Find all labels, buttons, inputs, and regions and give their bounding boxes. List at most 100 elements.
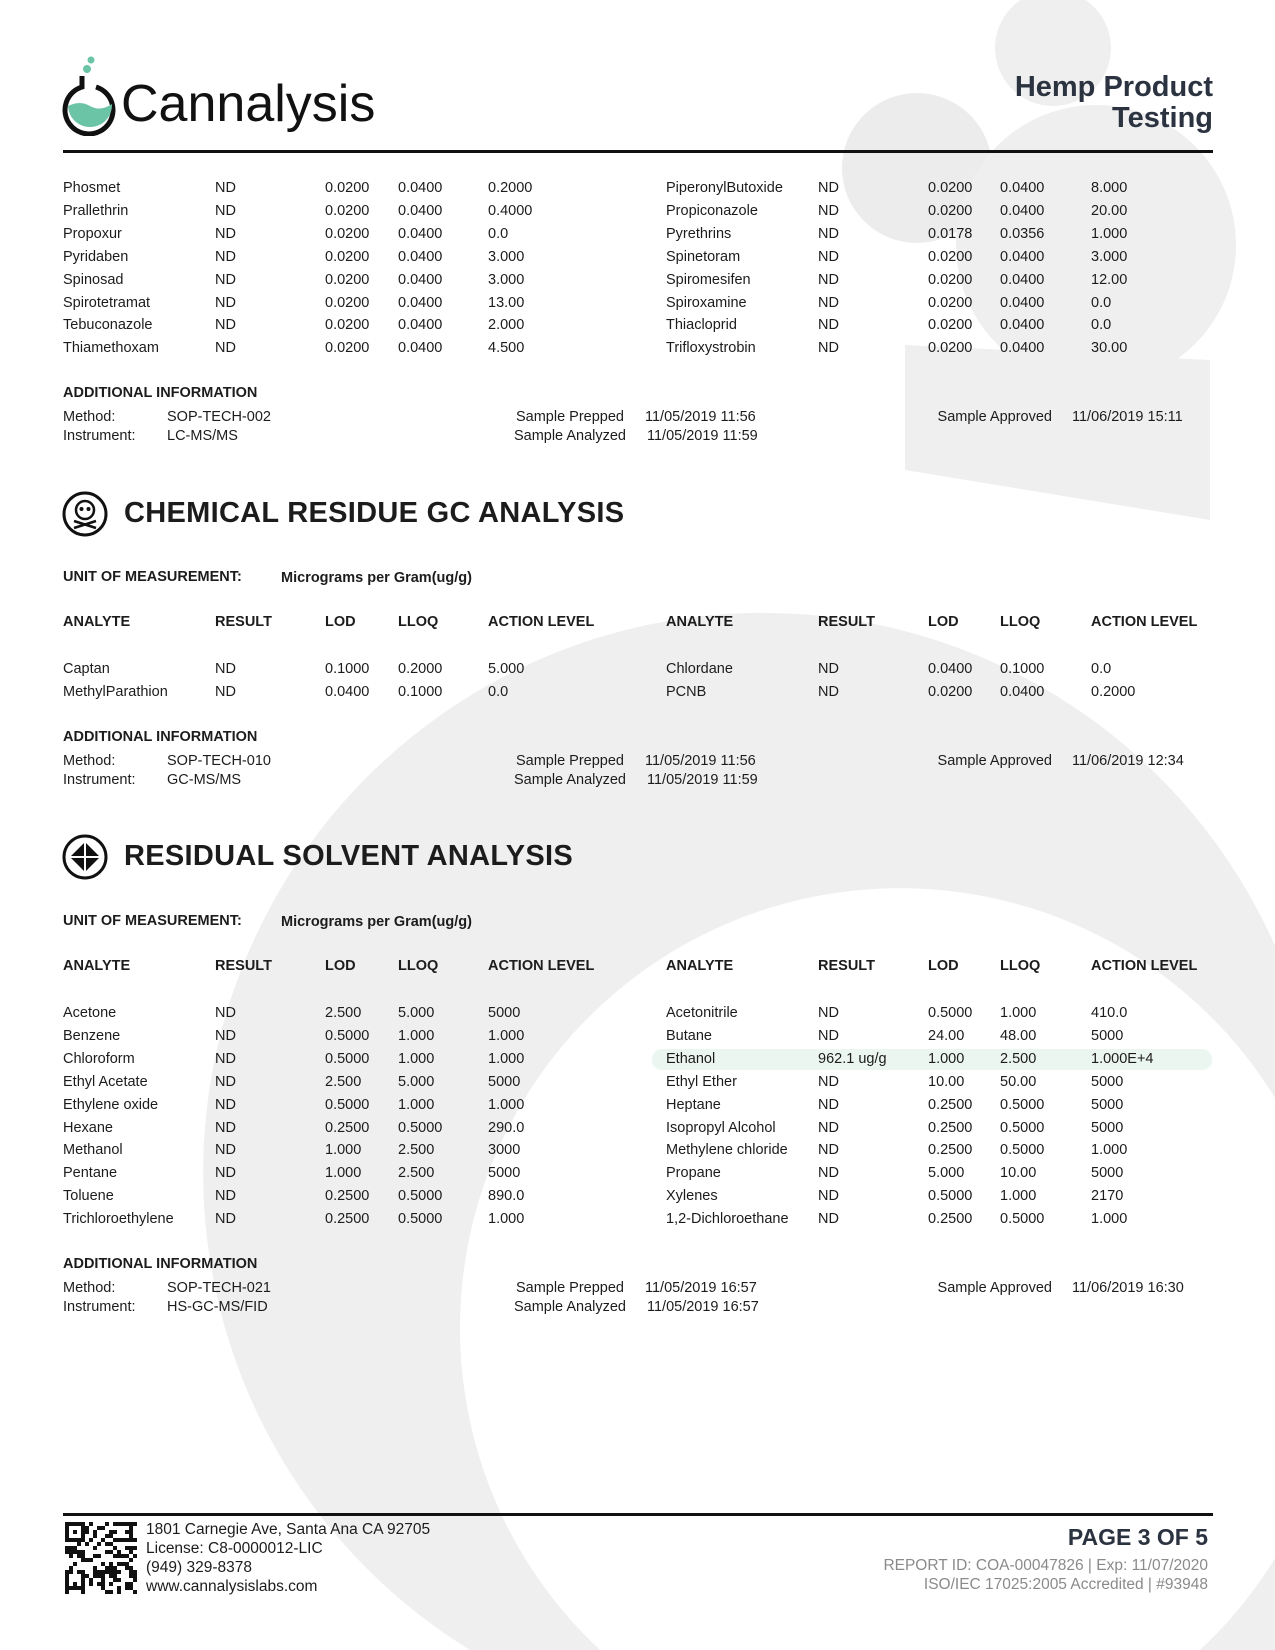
- cell-lloq: 0.0400: [398, 294, 443, 311]
- sample-analyzed-label: Sample Analyzed: [513, 1299, 626, 1315]
- cell-analyte: 1,2-Dichloroethane: [666, 1211, 789, 1228]
- license: License: C8-0000012-LIC: [146, 1540, 323, 1557]
- cell-analyte: Benzene: [63, 1027, 121, 1044]
- cell-lloq: 0.0400: [1000, 340, 1045, 357]
- cell-result: ND: [215, 1119, 236, 1136]
- accreditation-number: #93948: [1156, 1576, 1208, 1593]
- cell-lod: 0.0200: [325, 317, 370, 334]
- cell-analyte: Toluene: [63, 1188, 114, 1205]
- cell-action-level: 0.4000: [488, 202, 533, 219]
- cell-analyte: Spinetoram: [666, 248, 741, 265]
- cell-result: ND: [818, 1211, 839, 1228]
- cell-action-level: 5.000: [488, 661, 525, 677]
- cell-lloq: 10.00: [1000, 1165, 1037, 1182]
- column-header-lloq: LLOQ: [1000, 958, 1041, 974]
- cell-action-level: 13.00: [488, 294, 525, 311]
- sample-approved-label: Sample Approved: [937, 409, 1052, 425]
- method-value: SOP-TECH-021: [167, 1280, 271, 1296]
- cell-lloq: 0.1000: [1000, 661, 1045, 677]
- cell-analyte: Propoxur: [63, 225, 122, 242]
- cell-analyte: Spiromesifen: [666, 271, 751, 288]
- cell-result: ND: [818, 294, 839, 311]
- cell-analyte: Ethylene oxide: [63, 1096, 159, 1113]
- column-header-analyte: ANALYTE: [63, 614, 131, 630]
- cell-result: ND: [215, 1050, 236, 1067]
- column-header-lod: LOD: [928, 958, 959, 974]
- sample-analyzed-value: 11/05/2019 11:59: [647, 772, 758, 788]
- cell-analyte: Ethyl Acetate: [63, 1073, 148, 1090]
- cell-analyte: Methylene chloride: [666, 1142, 788, 1159]
- column-header-result: RESULT: [818, 958, 875, 974]
- cell-result: ND: [215, 202, 236, 219]
- cell-lloq: 0.5000: [398, 1211, 443, 1228]
- cell-lod: 0.2500: [928, 1211, 973, 1228]
- cell-lloq: 5.000: [398, 1005, 435, 1021]
- website-link[interactable]: www.cannalysislabs.com: [146, 1578, 318, 1595]
- qr-code-icon[interactable]: [65, 1522, 137, 1594]
- cell-analyte: Spirotetramat: [63, 294, 151, 311]
- instrument-label: Instrument:: [63, 1299, 136, 1315]
- cell-lloq: 1.000: [398, 1096, 435, 1113]
- unit-value: Micrograms per Gram(ug/g): [281, 914, 472, 930]
- cell-result: ND: [818, 1188, 839, 1205]
- cell-lloq: 0.5000: [398, 1119, 443, 1136]
- cell-action-level: 890.0: [488, 1188, 525, 1205]
- cell-result: ND: [818, 271, 839, 288]
- cell-analyte: Phosmet: [63, 180, 121, 196]
- cell-lloq: 0.0356: [1000, 225, 1045, 242]
- cell-result: ND: [215, 340, 236, 357]
- column-header-lod: LOD: [325, 958, 356, 974]
- cell-result: ND: [818, 1096, 839, 1113]
- cell-lloq: 0.0400: [398, 180, 443, 196]
- cell-lod: 2.500: [325, 1073, 362, 1090]
- sample-prepped-value: 11/05/2019 11:56: [645, 409, 756, 425]
- cell-action-level: 1.000: [488, 1096, 525, 1113]
- cell-lloq: 1.000: [398, 1027, 435, 1044]
- address: 1801 Carnegie Ave, Santa Ana CA 92705: [146, 1521, 431, 1538]
- cell-result: ND: [215, 1005, 236, 1021]
- column-header-lod: LOD: [325, 614, 356, 630]
- cell-result: ND: [818, 1005, 839, 1021]
- instrument-value: GC-MS/MS: [167, 772, 242, 788]
- cell-result: ND: [818, 1027, 839, 1044]
- cell-lloq: 0.0400: [398, 225, 443, 242]
- cell-lod: 0.0200: [325, 248, 370, 265]
- cell-lod: 0.2500: [325, 1211, 370, 1228]
- cell-lloq: 0.5000: [1000, 1142, 1045, 1159]
- cell-lloq: 5.000: [398, 1073, 435, 1090]
- cell-action-level: 0.0: [1091, 294, 1112, 311]
- method-label: Method:: [63, 409, 116, 425]
- cell-analyte: Acetone: [63, 1005, 117, 1021]
- expiry: Exp: 11/07/2020: [1096, 1557, 1208, 1574]
- cell-result: ND: [818, 661, 839, 677]
- cell-action-level: 0.0: [1091, 317, 1112, 334]
- cell-lloq: 0.0400: [398, 317, 443, 334]
- sample-approved-label: Sample Approved: [937, 1280, 1052, 1296]
- cell-action-level: 1.000: [1091, 225, 1128, 242]
- cell-lod: 0.0400: [928, 661, 973, 677]
- cell-analyte: Hexane: [63, 1119, 113, 1136]
- cell-analyte: Ethanol: [666, 1050, 716, 1067]
- cell-lod: 0.0200: [928, 271, 973, 288]
- cell-analyte: Pentane: [63, 1165, 118, 1182]
- sample-approved-label: Sample Approved: [937, 753, 1052, 769]
- cell-analyte: Prallethrin: [63, 202, 129, 219]
- cell-lloq: 0.1000: [398, 683, 443, 700]
- cell-action-level: 5000: [488, 1165, 521, 1182]
- sample-analyzed-label: Sample Analyzed: [513, 772, 626, 788]
- column-header-action-level: ACTION LEVEL: [488, 614, 595, 630]
- cell-action-level: 1.000: [488, 1050, 525, 1067]
- unit-label: UNIT OF MEASUREMENT:: [63, 569, 242, 585]
- unit-value: Micrograms per Gram(ug/g): [281, 570, 472, 586]
- header-divider: [63, 150, 1213, 153]
- skull-crossbones-icon: [62, 491, 108, 537]
- cell-result: ND: [215, 271, 236, 288]
- cell-action-level: 1.000: [488, 1027, 525, 1044]
- cell-lod: 2.500: [325, 1005, 362, 1021]
- column-header-result: RESULT: [215, 614, 272, 630]
- cell-lloq: 48.00: [1000, 1027, 1037, 1044]
- additional-info-heading: ADDITIONAL INFORMATION: [63, 1256, 258, 1272]
- instrument-label: Instrument:: [63, 772, 136, 788]
- sample-analyzed-label: Sample Analyzed: [513, 428, 626, 444]
